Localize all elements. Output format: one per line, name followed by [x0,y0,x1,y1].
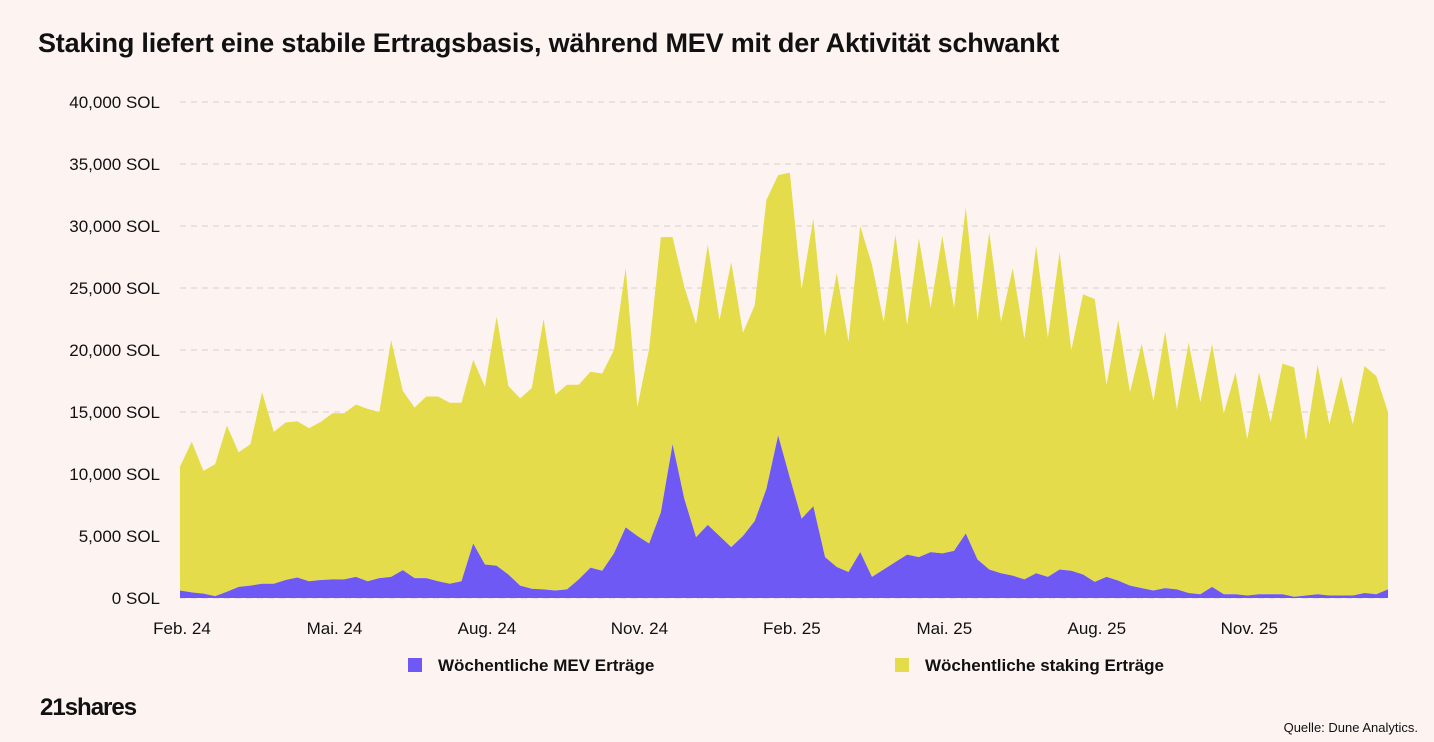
series-area-mev [180,435,1388,598]
y-axis: 0 SOL 5,000 SOL 10,000 SOL 15,000 SOL 20,000… [69,93,160,608]
brand-logo: 21shares [40,694,137,721]
y-tick-label: 10,000 SOL [69,465,160,484]
x-tick-label: Nov. 25 [1221,619,1278,638]
legend-label-staking: Wöchentliche staking Erträge [925,656,1164,675]
x-axis: Feb. 24 Mai. 24 Aug. 24 Nov. 24 Feb. 25 Mai. … [153,619,1278,638]
y-tick-label: 20,000 SOL [69,341,160,360]
x-tick-label: Feb. 24 [153,619,211,638]
legend-swatch-mev [408,658,422,672]
y-tick-label: 5,000 SOL [79,527,160,546]
x-tick-label: Mai. 25 [916,619,972,638]
legend: Wöchentliche MEV Erträge Wöchentliche st… [408,656,1164,675]
chart-title: Staking liefert eine stabile Ertragsbasi… [38,28,1060,58]
x-tick-label: Aug. 24 [458,619,517,638]
y-tick-label: 30,000 SOL [69,217,160,236]
series-area-staking [180,172,1388,597]
y-tick-label: 25,000 SOL [69,279,160,298]
plot-area [180,172,1388,598]
y-tick-label: 40,000 SOL [69,93,160,112]
legend-label-mev: Wöchentliche MEV Erträge [438,656,654,675]
source-note: Quelle: Dune Analytics. [1283,720,1418,735]
x-tick-label: Nov. 24 [611,619,668,638]
x-tick-label: Aug. 25 [1067,619,1126,638]
x-tick-label: Mai. 24 [307,619,363,638]
legend-swatch-staking [895,658,909,672]
y-tick-label: 15,000 SOL [69,403,160,422]
y-tick-label: 35,000 SOL [69,155,160,174]
x-tick-label: Feb. 25 [763,619,821,638]
y-tick-label: 0 SOL [112,589,160,608]
